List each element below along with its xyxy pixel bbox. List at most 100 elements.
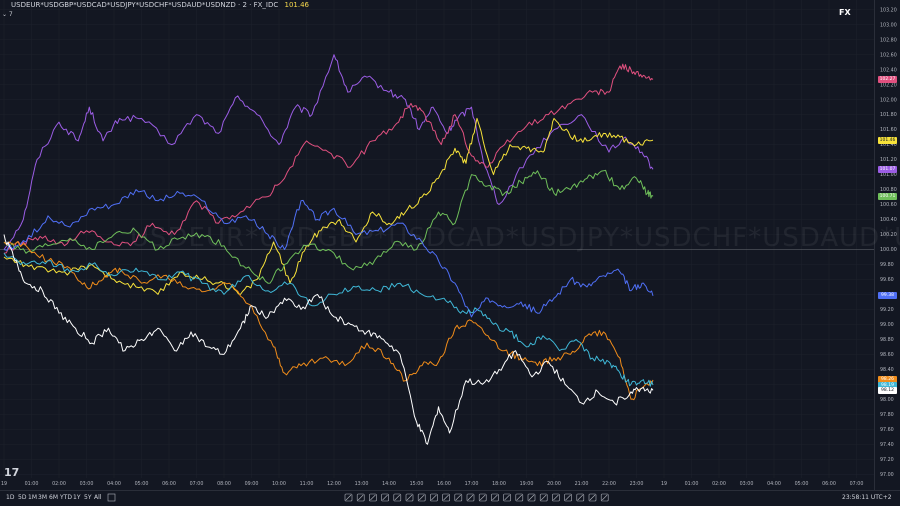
y-tick-label: 103.20 [880, 7, 897, 13]
fx-badge: FX [839, 8, 851, 17]
series-line-cyan[interactable] [3, 252, 654, 387]
y-tick-label: 101.80 [880, 112, 897, 118]
series-line-yellow[interactable] [3, 117, 654, 295]
price-tag-white: 98.12 [878, 386, 897, 394]
x-tick-label: 13:00 [355, 481, 369, 487]
x-axis-ticks: 19 01:00 02:00 03:00 04:00 05:00 06:00 07:00 08:… [1, 481, 863, 487]
symbol-header[interactable]: USDEUR*USDGBP*USDCAD*USDJPY*USDCHF*USDAU… [11, 1, 309, 9]
y-tick-label: 100.60 [880, 202, 897, 208]
x-tick-label: 09:00 [245, 481, 259, 487]
y-tick-label: 97.40 [880, 442, 894, 448]
y-tick-label: 101.00 [880, 172, 897, 178]
y-tick-label: 102.60 [880, 52, 897, 58]
series-line-orange[interactable] [3, 241, 654, 401]
timeframe-5d[interactable]: 5D [18, 494, 27, 501]
symbol-watermark: USDEUR*USDGBP*USDCAD*USDJPY*USDCHF*USDAU… [130, 223, 900, 253]
y-tick-label: 100.00 [880, 247, 897, 253]
x-tick-label: 12:00 [327, 481, 341, 487]
x-tick-label: 05:00 [795, 481, 809, 487]
x-tick-label: 06:00 [162, 481, 176, 487]
timeframe-6m[interactable]: 6M [49, 494, 58, 501]
x-tick-label: 03:00 [740, 481, 754, 487]
price-tag-orange: 98.26 [878, 376, 897, 384]
price-tag-blue: 99.38 [878, 292, 897, 300]
y-tick-label: 100.40 [880, 217, 897, 223]
x-tick-label: 22:00 [602, 481, 616, 487]
timeframe-5y[interactable]: 5Y [84, 494, 92, 501]
y-tick-label: 97.00 [880, 472, 894, 478]
x-tick-label: 23:00 [630, 481, 644, 487]
price-tag-purple: 101.07 [878, 165, 897, 173]
x-tick-label: 19 [1, 481, 7, 487]
series-line-purple[interactable] [3, 54, 654, 250]
timeframe-3m[interactable]: 3M [38, 494, 47, 501]
y-tick-label: 101.20 [880, 157, 897, 163]
x-tick-label: 05:00 [135, 481, 149, 487]
series-layer [3, 54, 654, 445]
timeframe-ytd[interactable]: YTD [60, 494, 72, 501]
y-tick-label: 102.00 [880, 97, 897, 103]
price-scale-border [874, 0, 875, 490]
x-tick-label: 19 [661, 481, 667, 487]
x-tick-label: 02:00 [712, 481, 726, 487]
y-tick-label: 97.80 [880, 412, 894, 418]
y-tick-label: 102.20 [880, 82, 897, 88]
x-tick-label: 21:00 [575, 481, 589, 487]
indicator-collapse-button[interactable]: ⌄ 7 [2, 11, 13, 18]
timeframe-all[interactable]: All [94, 494, 102, 501]
y-tick-label: 99.00 [880, 322, 894, 328]
price-tag-yellow: 101.46 [878, 136, 897, 144]
grid-layer [0, 0, 874, 478]
symbol-title: USDEUR*USDGBP*USDCAD*USDJPY*USDCHF*USDAU… [11, 1, 279, 9]
series-line-green[interactable] [3, 169, 654, 284]
y-tick-label: 98.00 [880, 397, 894, 403]
y-tick-label: 98.80 [880, 337, 894, 343]
y-tick-label: 100.80 [880, 187, 897, 193]
tradingview-logo-icon[interactable]: 17 [4, 466, 20, 479]
price-tag-cyan: 98.19 [878, 381, 897, 389]
y-tick-label: 101.60 [880, 127, 897, 133]
utc-clock[interactable]: 23:58:11 UTC+2 [842, 494, 892, 501]
y-tick-label: 97.20 [880, 457, 894, 463]
x-tick-label: 15:00 [410, 481, 424, 487]
y-tick-label: 100.20 [880, 232, 897, 238]
y-tick-label: 101.40 [880, 142, 897, 148]
series-line-blue[interactable] [3, 189, 654, 318]
x-tick-label: 07:00 [850, 481, 864, 487]
x-tick-label: 06:00 [822, 481, 836, 487]
bottom-toolbar [0, 490, 900, 506]
y-tick-label: 97.60 [880, 427, 894, 433]
y-tick-label: 98.40 [880, 367, 894, 373]
x-tick-label: 02:00 [52, 481, 66, 487]
x-tick-label: 11:00 [300, 481, 314, 487]
timeframe-1m[interactable]: 1M [28, 494, 37, 501]
price-tag-pink: 102.27 [878, 75, 897, 83]
y-tick-label: 99.60 [880, 277, 894, 283]
timeframe-1y[interactable]: 1Y [73, 494, 81, 501]
y-tick-label: 99.80 [880, 262, 894, 268]
x-tick-label: 19:00 [520, 481, 534, 487]
series-line-white[interactable] [3, 234, 654, 445]
x-tick-label: 01:00 [25, 481, 39, 487]
price-tag-green: 100.71 [878, 192, 897, 200]
y-tick-label: 102.40 [880, 67, 897, 73]
x-tick-label: 07:00 [190, 481, 204, 487]
x-tick-label: 20:00 [547, 481, 561, 487]
x-tick-label: 17:00 [465, 481, 479, 487]
x-tick-label: 08:00 [217, 481, 231, 487]
x-tick-label: 01:00 [685, 481, 699, 487]
x-tick-label: 16:00 [437, 481, 451, 487]
series-line-pink[interactable] [3, 63, 654, 254]
y-tick-label: 98.60 [880, 352, 894, 358]
y-tick-label: 103.00 [880, 22, 897, 28]
y-tick-label: 102.80 [880, 37, 897, 43]
x-tick-label: 03:00 [80, 481, 94, 487]
x-tick-label: 04:00 [107, 481, 121, 487]
timeframe-1d[interactable]: 1D [6, 494, 15, 501]
x-tick-label: 04:00 [767, 481, 781, 487]
y-tick-label: 99.20 [880, 307, 894, 313]
x-tick-label: 10:00 [272, 481, 286, 487]
x-tick-label: 14:00 [382, 481, 396, 487]
